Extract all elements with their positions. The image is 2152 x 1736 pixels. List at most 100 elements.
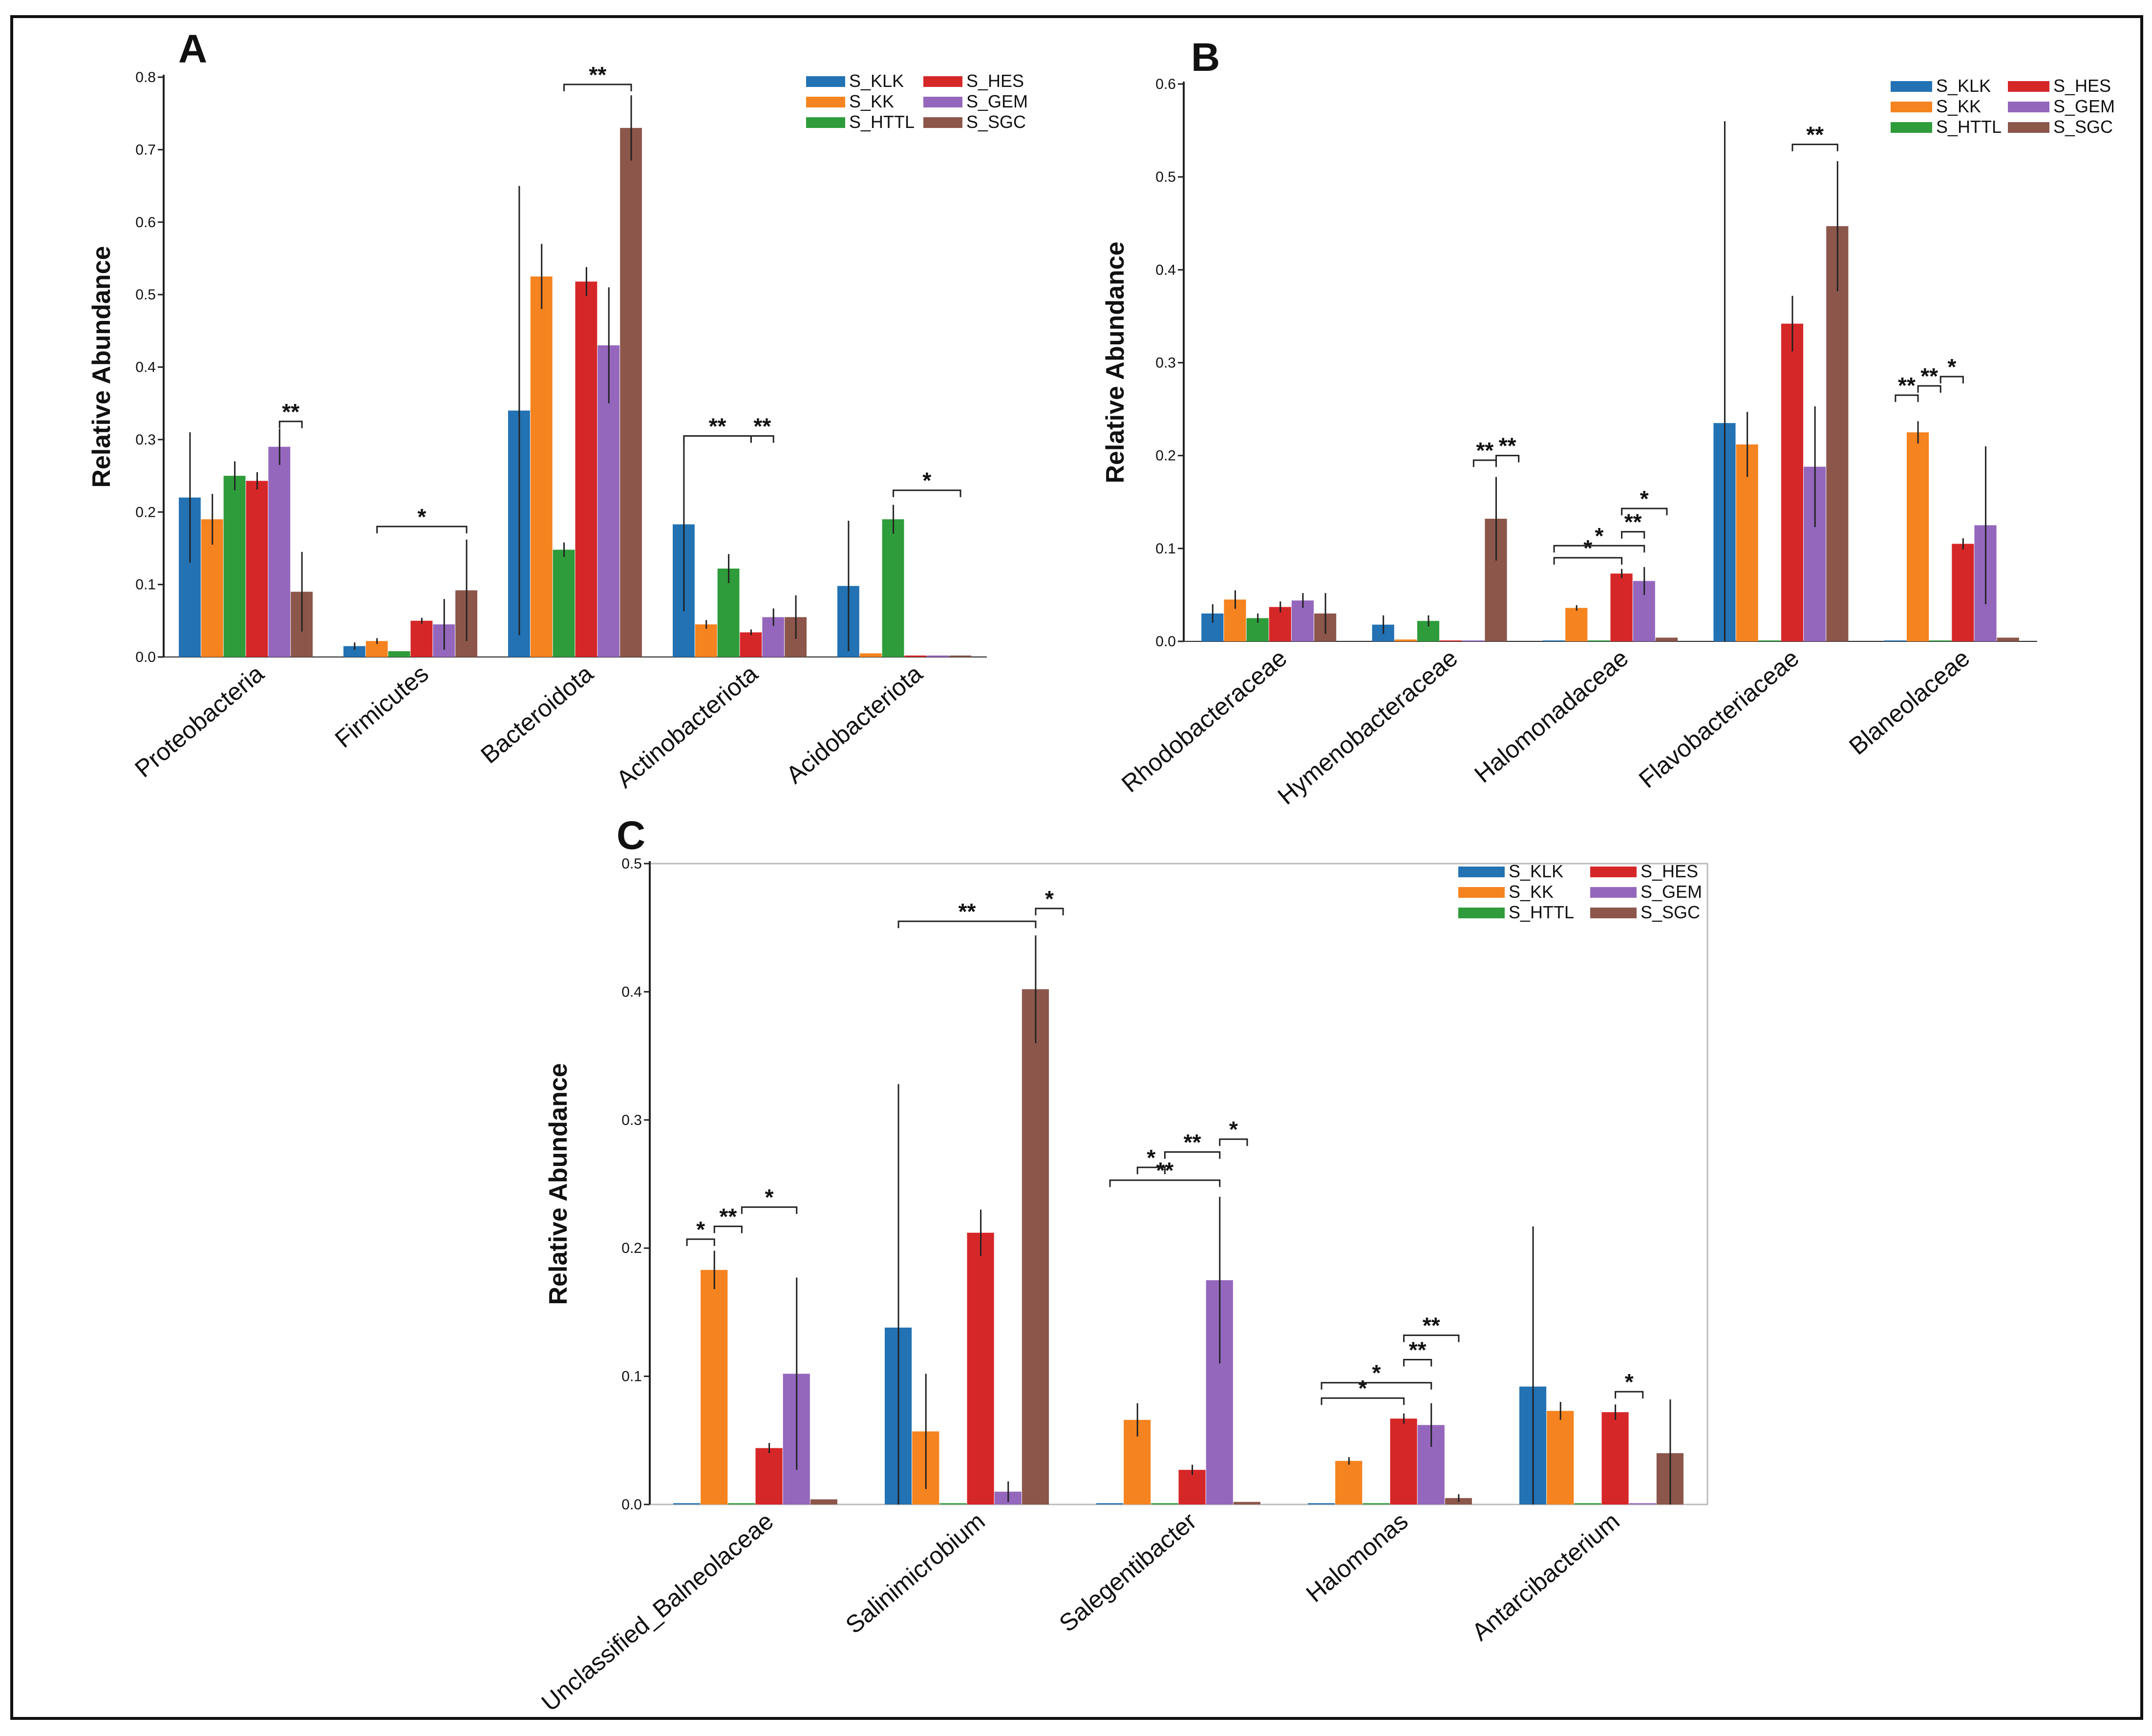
significance-label: ** [1624,509,1642,535]
significance-label: ** [719,1204,737,1229]
significance-label: ** [1898,373,1916,398]
significance-bracket [741,1206,798,1214]
bar-s-hes [1952,544,1974,641]
bar-s-kk [1335,1461,1363,1504]
y-tick-label: 0.1 [135,577,156,593]
y-tick-label: 0.0 [621,1497,642,1513]
y-tick-label: 0.1 [1155,541,1176,557]
significance-bracket [1615,1391,1644,1399]
legend-swatch [923,117,962,128]
bar-s-httl [388,651,410,657]
bar-s-gem [1629,1503,1656,1504]
y-axis-label: Relative Abundance [1101,241,1129,483]
x-category-label: Rhodobacteraceae [1116,644,1292,798]
x-category-label: Hymenobacteraceae [1273,644,1463,810]
x-category-label: Bacteroidota [476,659,598,768]
bar-s-kk [1547,1411,1574,1504]
significance-bracket [278,421,303,428]
bar-s-httl [1758,640,1781,641]
y-tick-label: 0.5 [621,856,642,872]
y-tick-label: 0.3 [135,432,156,448]
y-axis-label: Relative Abundance [87,246,116,487]
significance-label: * [696,1217,705,1242]
bar-s-klk [1884,640,1906,641]
bar-s-httl [1363,1503,1390,1504]
panel-c-letter: C [617,813,645,858]
significance-bracket [1164,1151,1221,1159]
legend-swatch [1891,81,1932,92]
significance-label: ** [1476,438,1494,463]
significance-label: * [1595,523,1603,549]
significance-label: * [1147,1145,1155,1170]
bar-s-klk [1308,1503,1335,1504]
y-tick-label: 0.3 [621,1112,642,1128]
x-category-label: Actinobacteriota [611,659,763,793]
y-tick-label: 0.6 [135,214,156,231]
bar-s-httl [728,1503,755,1504]
bar-s-hes [1610,573,1633,641]
x-category-label: Proteobacteria [129,659,269,783]
y-tick-label: 0.0 [1155,634,1176,650]
bar-s-hes [1781,323,1804,641]
legend-label: S_HES [966,71,1024,91]
legend-label: S_KLK [849,71,904,91]
significance-label: ** [282,399,299,424]
significance-label: * [1372,1360,1381,1386]
legend-label: S_GEM [2053,96,2115,116]
bar-s-klk [673,1503,701,1504]
significance-bracket [1553,545,1645,553]
significance-label: * [1625,1369,1634,1395]
panel-b: B 0.0 0.1 0.2 0.3 0.4 0.5 0.6 Relative Abundanc… [1101,35,2115,810]
legend-label: S_SGC [966,112,1026,132]
bar-s-httl [939,1503,967,1504]
legend-swatch [2008,102,2049,112]
bar-s-kk [859,653,882,657]
significance-bracket [713,1226,743,1233]
significance-bracket [1917,385,1941,393]
x-category-label: Salegentibacter [1054,1507,1201,1637]
bar-s-hes [1390,1418,1417,1504]
y-tick-label: 0.4 [1155,262,1176,278]
significance-label: * [1640,486,1649,511]
x-category-label: Unclassified_Balneolaceae [536,1507,779,1717]
legend-swatch [1458,887,1505,898]
significance-bracket [1621,508,1668,516]
legend-label: S_HES [1641,861,1698,881]
bar-s-hes [755,1448,783,1504]
legend-label: S_HTTL [1936,117,2002,137]
significance-label: * [765,1185,774,1210]
y-tick-label: 0.5 [1155,169,1176,185]
significance-bracket [1321,1397,1405,1405]
legend-swatch [1891,102,1932,112]
bar-s-kk [1565,608,1588,641]
bar-s-httl [717,568,740,657]
significance-label: * [1229,1117,1238,1142]
y-tick-label: 0.5 [135,287,156,303]
significance-bracket [1035,908,1064,915]
bar-s-klk [1096,1503,1124,1504]
bar-s-hes [904,656,927,657]
y-axis-label: Relative Abundance [544,1063,573,1305]
significance-label: * [1947,354,1956,380]
y-tick-label: 0.4 [621,984,642,1000]
significance-label: ** [753,413,771,439]
legend-label: S_HTTL [1509,902,1574,922]
x-category-label: Acidobacteriota [781,659,928,789]
bar-s-hes [575,281,597,657]
bar-s-hes [1440,640,1462,641]
significance-label: ** [1499,433,1516,459]
y-tick-label: 0.6 [1155,76,1176,92]
figure-border [10,15,2143,1720]
y-tick-label: 0.7 [135,142,156,158]
significance-bracket [1109,1179,1221,1187]
bar-s-kk [695,624,717,657]
significance-label: ** [1184,1129,1201,1155]
significance-bracket [750,435,774,443]
bar-s-sgc [1997,637,2019,641]
legend-swatch [2008,122,2049,133]
bar-s-hes [410,620,433,657]
legend-swatch [1891,122,1932,133]
panel-c: C 0.0 0.1 0.2 0.3 0.4 0.5 Relative Abundance Un… [536,813,1708,1717]
y-tick-label: 0.8 [135,69,156,85]
